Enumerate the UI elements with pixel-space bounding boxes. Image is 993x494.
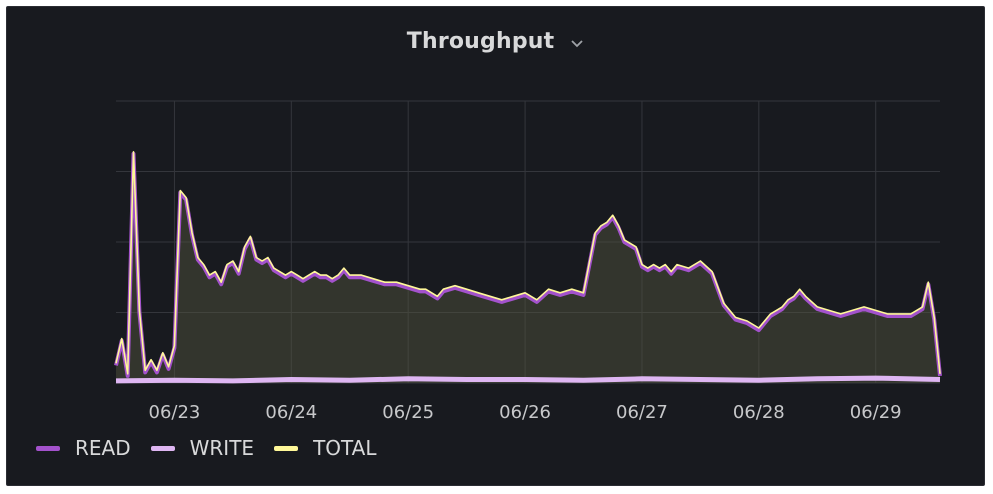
legend-swatch (150, 445, 175, 451)
series-read-area (116, 153, 940, 383)
legend-label: READ (75, 436, 131, 460)
x-tick-label: 06/27 (616, 402, 668, 423)
throughput-panel: Throughput (6, 6, 985, 486)
panel-title-menu[interactable]: Throughput (7, 29, 984, 55)
x-tick-label: 06/26 (499, 402, 551, 423)
legend-item-read[interactable]: READ (36, 436, 131, 460)
series-total-line (115, 151, 941, 375)
legend-swatch (274, 445, 299, 451)
series-write-line (115, 375, 941, 384)
series-read-line (114, 151, 942, 378)
x-tick-label: 06/28 (733, 402, 785, 423)
x-tick-label: 06/29 (850, 402, 902, 423)
x-tick-label: 06/23 (149, 402, 201, 423)
legend-item-write[interactable]: WRITE (150, 436, 255, 460)
legend-label: WRITE (189, 436, 255, 460)
x-tick-label: 06/25 (382, 402, 434, 423)
x-tick-label: 06/24 (265, 402, 317, 423)
chevron-down-icon (570, 30, 584, 55)
legend-label: TOTAL (313, 436, 377, 460)
chart-legend: READ WRITE TOTAL (36, 436, 397, 460)
panel-title: Throughput (406, 29, 555, 54)
legend-swatch (36, 445, 60, 451)
legend-item-total[interactable]: TOTAL (274, 436, 377, 460)
